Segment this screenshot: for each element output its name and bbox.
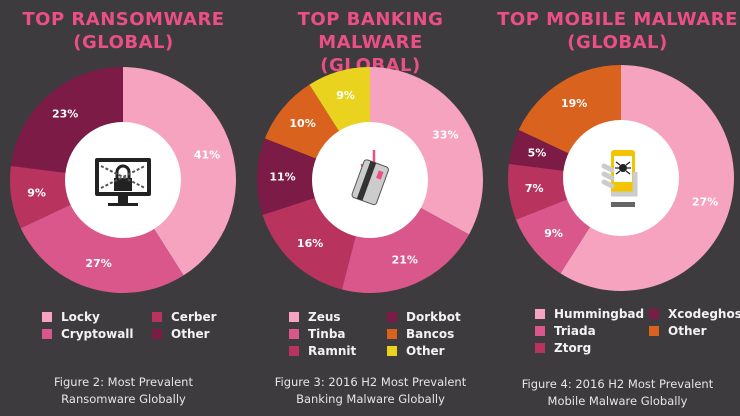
legend-item-locky: Locky: [42, 310, 100, 324]
legend-item-hummingbad: Hummingbad: [535, 307, 644, 321]
legend-item-cryptowall: Cryptowall: [42, 327, 134, 341]
slice-label: 9%: [336, 89, 355, 102]
legend-swatch: [42, 312, 52, 322]
slice-label: 9%: [544, 227, 563, 240]
legend-label: Hummingbad: [554, 307, 645, 321]
slice-label: 19%: [561, 97, 587, 110]
legend-swatch: [535, 309, 545, 319]
legend-item-dorkbot: Dorkbot: [387, 310, 461, 324]
legend-label: Xcodeghost: [668, 307, 740, 321]
legend-label: Ramnit: [308, 344, 357, 358]
legend-label: Zeus: [308, 310, 341, 324]
legend-item-other: Other: [387, 344, 445, 358]
slice-label: 5%: [528, 147, 547, 160]
legend-item-ramnit: Ramnit: [289, 344, 356, 358]
mobile-caption: Figure 4: 2016 H2 Most Prevalent Mobile M…: [521, 377, 714, 408]
legend-label: Other: [406, 344, 445, 358]
legend-item-zeus: Zeus: [289, 310, 341, 324]
legend-swatch: [387, 329, 397, 339]
legend-swatch: [289, 329, 299, 339]
legend-swatch: [387, 346, 397, 356]
legend-label: Bancos: [406, 327, 455, 341]
legend-label: Locky: [61, 310, 100, 324]
slice-label: 16%: [297, 237, 323, 250]
donut-chart-0: 41% 27% 9% 23%: [9, 67, 236, 293]
legend-swatch: [289, 312, 299, 322]
credit-card-hook-icon: [351, 150, 389, 206]
legend-label: Other: [668, 324, 707, 338]
donut-chart-1: 33% 21% 16% 11% 10% 9%: [257, 67, 483, 293]
legend-item-bancos: Bancos: [387, 327, 454, 341]
legend-label: Cerber: [171, 310, 217, 324]
slice-label: 10%: [289, 117, 315, 130]
legend-swatch: [387, 312, 397, 322]
slice-label: 11%: [269, 170, 295, 183]
banking-title: TOP BANKING MALWARE (GLOBAL): [297, 9, 444, 76]
ransomware-caption: Figure 2: Most Prevalent Ransomware Globa…: [54, 375, 193, 406]
mobile-title: TOP MOBILE MALWARE (GLOBAL): [497, 9, 738, 53]
slice-label: 27%: [85, 257, 111, 270]
legend-swatch: [42, 329, 52, 339]
legend-swatch: [152, 329, 162, 339]
legend-item-triada: Triada: [535, 324, 596, 338]
legend-label: Cryptowall: [61, 327, 134, 341]
slice-label: 33%: [432, 128, 458, 141]
slice-label: 7%: [525, 182, 544, 195]
legend-item-ztorg: Ztorg: [535, 341, 591, 355]
legend-item-other: Other: [152, 327, 210, 341]
computer-lock-icon: [95, 158, 151, 206]
legend-label: Triada: [554, 324, 596, 338]
legend-item-other: Other: [649, 324, 707, 338]
slice-label: 27%: [692, 195, 718, 208]
legend-label: Tinba: [308, 327, 346, 341]
legend-item-tinba: Tinba: [289, 327, 346, 341]
banking-caption: Figure 3: 2016 H2 Most Prevalent Banking …: [274, 375, 467, 406]
legend-item-cerber: Cerber: [152, 310, 217, 324]
slice-cryptowall: [20, 180, 184, 293]
legend-label: Ztorg: [554, 341, 592, 355]
legend-item-xcodeghost: Xcodeghost: [649, 307, 740, 321]
legend-label: Dorkbot: [406, 310, 461, 324]
slice-label: 9%: [27, 187, 46, 200]
legend-label: Other: [171, 327, 210, 341]
legend-swatch: [152, 312, 162, 322]
slice-label: 21%: [392, 253, 418, 266]
legend-swatch: [535, 326, 545, 336]
slice-label: 23%: [52, 107, 78, 120]
legend-swatch: [649, 326, 659, 336]
legend-swatch: [535, 343, 545, 353]
phone-bug-icon: [601, 150, 638, 207]
legend-swatch: [649, 309, 659, 319]
legend-swatch: [289, 346, 299, 356]
slice-label: 41%: [194, 149, 220, 162]
ransomware-title: TOP RANSOMWARE (GLOBAL): [22, 9, 225, 53]
